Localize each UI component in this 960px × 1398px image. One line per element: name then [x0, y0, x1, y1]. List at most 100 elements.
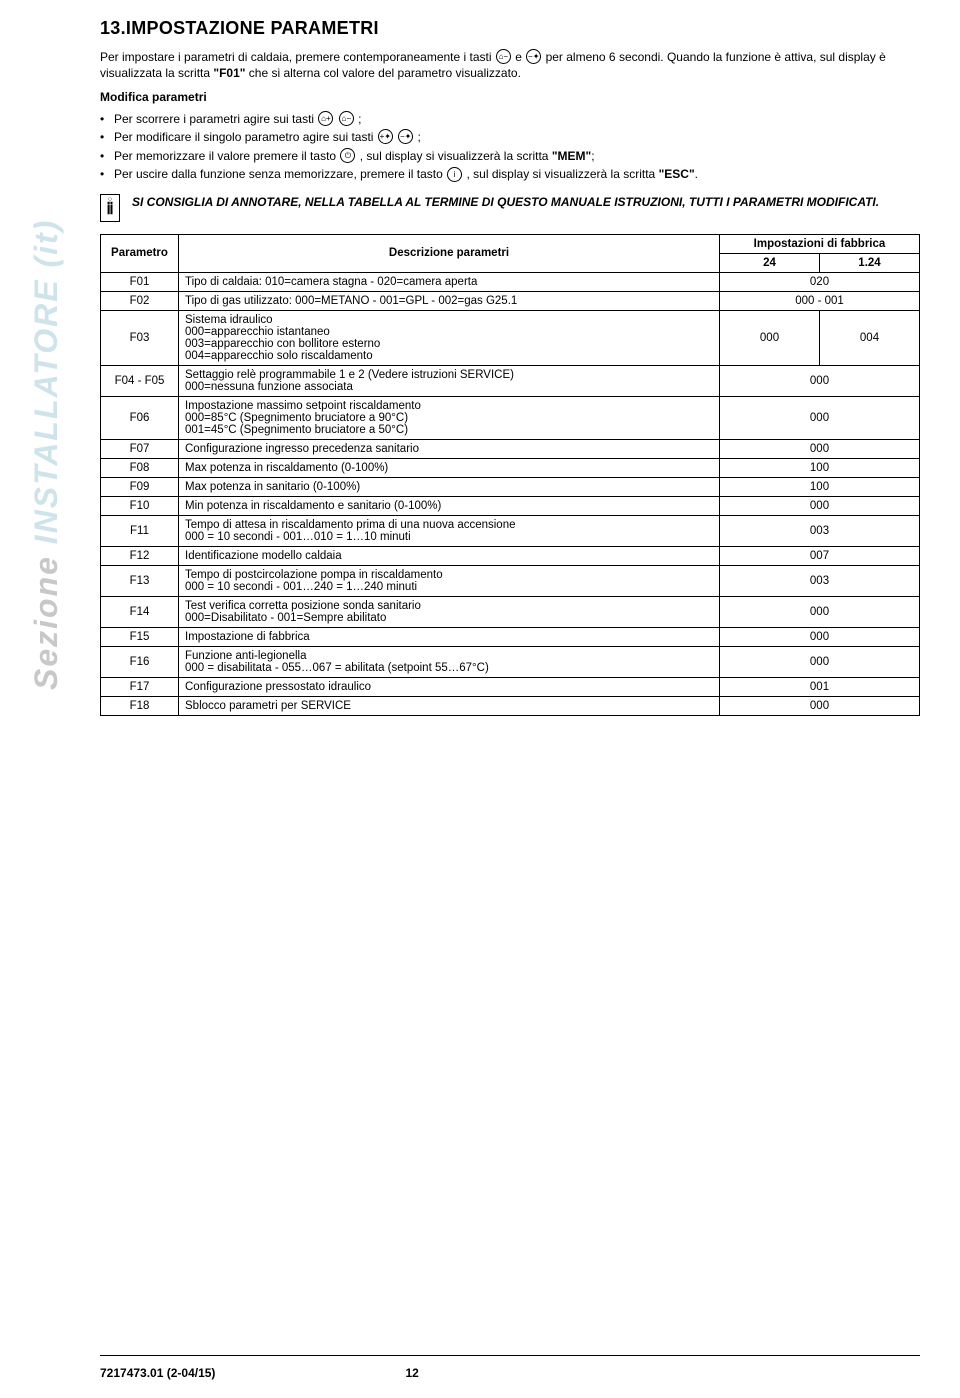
intro-paragraph: Per impostare i parametri di caldaia, pr… — [100, 49, 920, 82]
param-desc: Configurazione pressostato idraulico — [179, 677, 720, 696]
param-code: F10 — [101, 496, 179, 515]
table-row: F06Impostazione massimo setpoint riscald… — [101, 396, 920, 439]
param-value: 100 — [720, 477, 920, 496]
table-row: F13Tempo di postcircolazione pompa in ri… — [101, 565, 920, 596]
param-desc: Test verifica corretta posizione sonda s… — [179, 596, 720, 627]
param-desc: Identificazione modello caldaia — [179, 546, 720, 565]
param-value: 020 — [720, 272, 920, 291]
note-callout: ○ ⅱ SI CONSIGLIA DI ANNOTARE, NELLA TABE… — [100, 194, 920, 222]
param-value: 003 — [720, 515, 920, 546]
table-row: F18Sblocco parametri per SERVICE000 — [101, 696, 920, 715]
param-code: F13 — [101, 565, 179, 596]
intro-text: che si alterna col valore del parametro … — [249, 66, 521, 80]
bullet-text: Per uscire dalla funzione senza memorizz… — [114, 167, 446, 181]
param-code: F09 — [101, 477, 179, 496]
table-row: F01Tipo di caldaia: 010=camera stagna - … — [101, 272, 920, 291]
param-value: 000 — [720, 596, 920, 627]
bullet-item: Per modificare il singolo parametro agir… — [100, 128, 920, 147]
param-desc: Impostazione massimo setpoint riscaldame… — [179, 396, 720, 439]
th-parametro: Parametro — [101, 234, 179, 272]
table-row: F11Tempo di attesa in riscaldamento prim… — [101, 515, 920, 546]
footer-rule — [100, 1355, 920, 1356]
bullet-item: Per uscire dalla funzione senza memorizz… — [100, 165, 920, 184]
bullet-text: , sul display si visualizzerà la scritta — [360, 149, 552, 163]
radiator-plus-icon: ⌂+ — [318, 111, 333, 126]
table-row: F04 - F05Settaggio relè programmabile 1 … — [101, 365, 920, 396]
info-icon: i — [447, 167, 462, 182]
param-value: 001 — [720, 677, 920, 696]
modify-subhead: Modifica parametri — [100, 90, 920, 104]
footer: 7217473.01 (2-04/15) 12 — [100, 1366, 920, 1380]
param-code: F15 — [101, 627, 179, 646]
param-value: 000 — [720, 496, 920, 515]
table-row: F07Configurazione ingresso precedenza sa… — [101, 439, 920, 458]
section-title: 13.IMPOSTAZIONE PARAMETRI — [100, 18, 920, 39]
bullet-text: ; — [417, 130, 420, 144]
intro-text: e — [515, 50, 525, 64]
param-code: F11 — [101, 515, 179, 546]
table-row: F14Test verifica corretta posizione sond… — [101, 596, 920, 627]
bullet-text: Per modificare il singolo parametro agir… — [114, 130, 377, 144]
bullet-text: , sul display si visualizzerà la scritta — [467, 167, 659, 181]
param-value: 000 — [720, 696, 920, 715]
power-icon: ⏻ — [340, 148, 355, 163]
param-value-1: 000 — [720, 310, 820, 365]
note-text: SI CONSIGLIA DI ANNOTARE, NELLA TABELLA … — [132, 194, 879, 222]
bullet-text: Per memorizzare il valore premere il tas… — [114, 149, 339, 163]
param-desc: Min potenza in riscaldamento e sanitario… — [179, 496, 720, 515]
param-value-2: 004 — [820, 310, 920, 365]
param-value: 000 — [720, 439, 920, 458]
param-code: F04 - F05 — [101, 365, 179, 396]
info-box-icon: ○ ⅱ — [100, 194, 120, 222]
param-value: 007 — [720, 546, 920, 565]
param-code: F14 — [101, 596, 179, 627]
tap-plus-icon: +✦ — [378, 129, 393, 144]
param-code: F18 — [101, 696, 179, 715]
param-value: 003 — [720, 565, 920, 596]
tap-minus-icon: −✦ — [526, 49, 541, 64]
table-row: F17Configurazione pressostato idraulico0… — [101, 677, 920, 696]
th-factory: Impostazioni di fabbrica — [720, 234, 920, 253]
param-code: F16 — [101, 646, 179, 677]
radiator-minus-icon: ⌂− — [496, 49, 511, 64]
radiator-minus-icon: ⌂− — [339, 111, 354, 126]
intro-f01: "F01" — [213, 66, 245, 80]
param-code: F17 — [101, 677, 179, 696]
param-code: F07 — [101, 439, 179, 458]
param-desc: Max potenza in riscaldamento (0-100%) — [179, 458, 720, 477]
param-value: 000 - 001 — [720, 291, 920, 310]
table-row: F02Tipo di gas utilizzato: 000=METANO - … — [101, 291, 920, 310]
bullet-text: ; — [358, 112, 361, 126]
bullet-list: Per scorrere i parametri agire sui tasti… — [100, 110, 920, 184]
param-code: F01 — [101, 272, 179, 291]
th-descrizione: Descrizione parametri — [179, 234, 720, 272]
bullet-text: . — [695, 167, 698, 181]
param-desc: Tempo di postcircolazione pompa in risca… — [179, 565, 720, 596]
bullet-item: Per scorrere i parametri agire sui tasti… — [100, 110, 920, 129]
param-code: F03 — [101, 310, 179, 365]
table-row: F15Impostazione di fabbrica000 — [101, 627, 920, 646]
parameters-table: Parametro Descrizione parametri Impostaz… — [100, 234, 920, 716]
side-label-primary: Sezione — [28, 555, 64, 690]
param-desc: Tipo di gas utilizzato: 000=METANO - 001… — [179, 291, 720, 310]
intro-text: Per impostare i parametri di caldaia, pr… — [100, 50, 495, 64]
param-value: 000 — [720, 627, 920, 646]
param-code: F02 — [101, 291, 179, 310]
side-label-secondary: INSTALLATORE (it) — [28, 219, 64, 545]
param-desc: Sblocco parametri per SERVICE — [179, 696, 720, 715]
th-col-124: 1.24 — [820, 253, 920, 272]
th-col-24: 24 — [720, 253, 820, 272]
bullet-text: ; — [591, 149, 594, 163]
side-vertical-label: Sezione INSTALLATORE (it) — [28, 219, 65, 690]
bullet-item: Per memorizzare il valore premere il tas… — [100, 147, 920, 166]
param-desc: Configurazione ingresso precedenza sanit… — [179, 439, 720, 458]
param-desc: Max potenza in sanitario (0-100%) — [179, 477, 720, 496]
footer-page-number: 12 — [405, 1366, 418, 1380]
param-value: 100 — [720, 458, 920, 477]
esc-label: "ESC" — [659, 167, 695, 181]
table-row: F12Identificazione modello caldaia007 — [101, 546, 920, 565]
tap-minus-icon: −✦ — [398, 129, 413, 144]
bullet-text: Per scorrere i parametri agire sui tasti — [114, 112, 317, 126]
param-desc: Tipo di caldaia: 010=camera stagna - 020… — [179, 272, 720, 291]
param-value: 000 — [720, 646, 920, 677]
